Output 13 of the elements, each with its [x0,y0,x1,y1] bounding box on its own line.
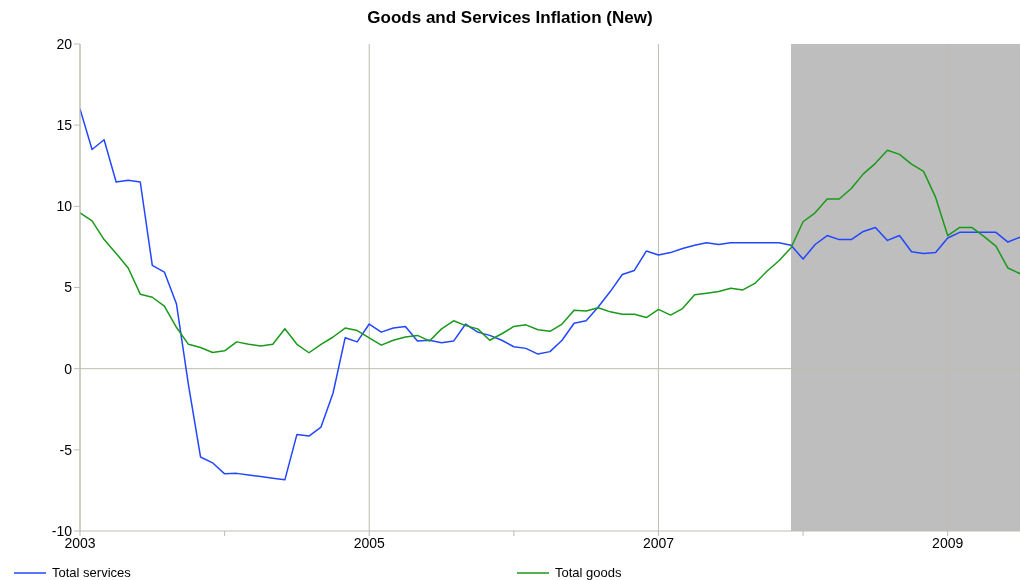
y-tick-label: 20 [56,35,73,52]
y-tick-label: 0 [64,360,73,377]
chart-title: Goods and Services Inflation (New) [366,8,654,28]
y-tick-label: -10 [51,522,73,539]
x-tick-label: 2007 [642,534,675,551]
y-tick-label: -5 [59,441,73,458]
legend-label: Total goods [555,565,622,580]
y-tick-label: 5 [64,279,73,296]
x-tick-label: 2009 [932,534,964,551]
y-tick-label: 10 [56,198,73,215]
y-tick-label: 15 [56,117,73,134]
legend-label: Total services [52,565,131,580]
x-tick-label: 2005 [353,534,386,551]
